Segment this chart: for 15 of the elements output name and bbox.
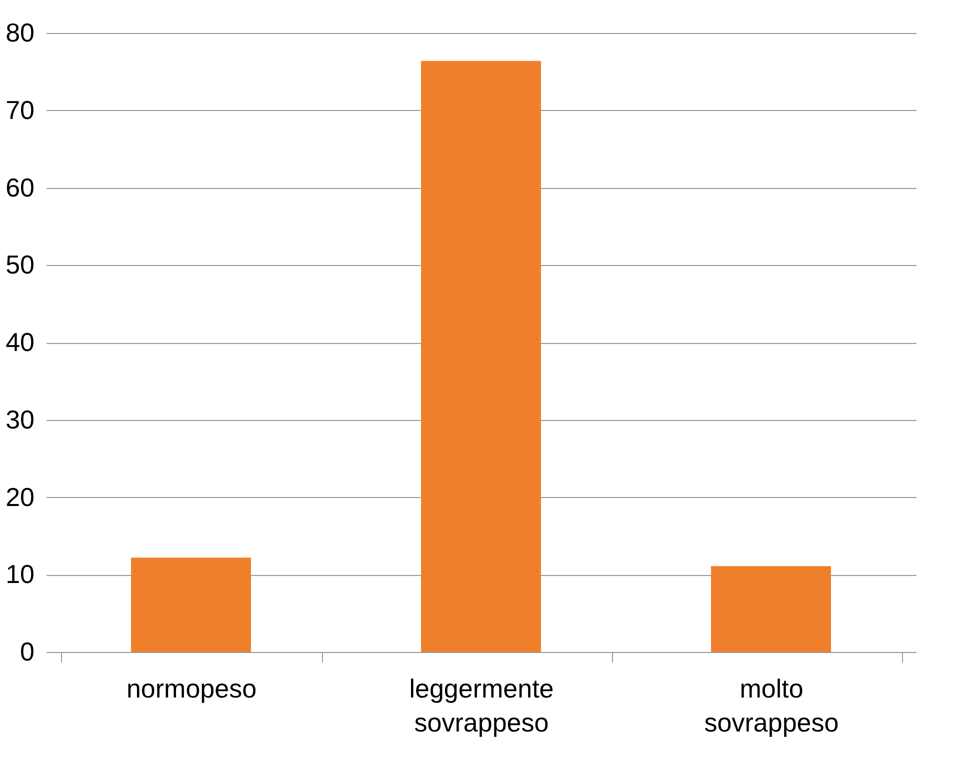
x-tick-label: normopeso — [126, 674, 257, 704]
bar — [131, 558, 251, 652]
x-tick-label: molto sovrappeso — [704, 674, 839, 738]
y-tick-label: 60 — [6, 172, 34, 202]
y-tick-label: 30 — [6, 404, 34, 434]
x-tick-label: leggermente sovrappeso — [409, 674, 554, 738]
y-tick-label: 20 — [6, 482, 34, 512]
y-tick-label: 40 — [6, 327, 34, 357]
y-tick-label: 0 — [20, 636, 34, 666]
y-tick-label: 10 — [6, 559, 34, 590]
y-tick-label: 80 — [6, 18, 34, 48]
bar — [421, 60, 541, 652]
bar — [711, 566, 831, 652]
y-tick-label: 70 — [6, 94, 34, 125]
y-tick-label: 50 — [6, 250, 34, 280]
